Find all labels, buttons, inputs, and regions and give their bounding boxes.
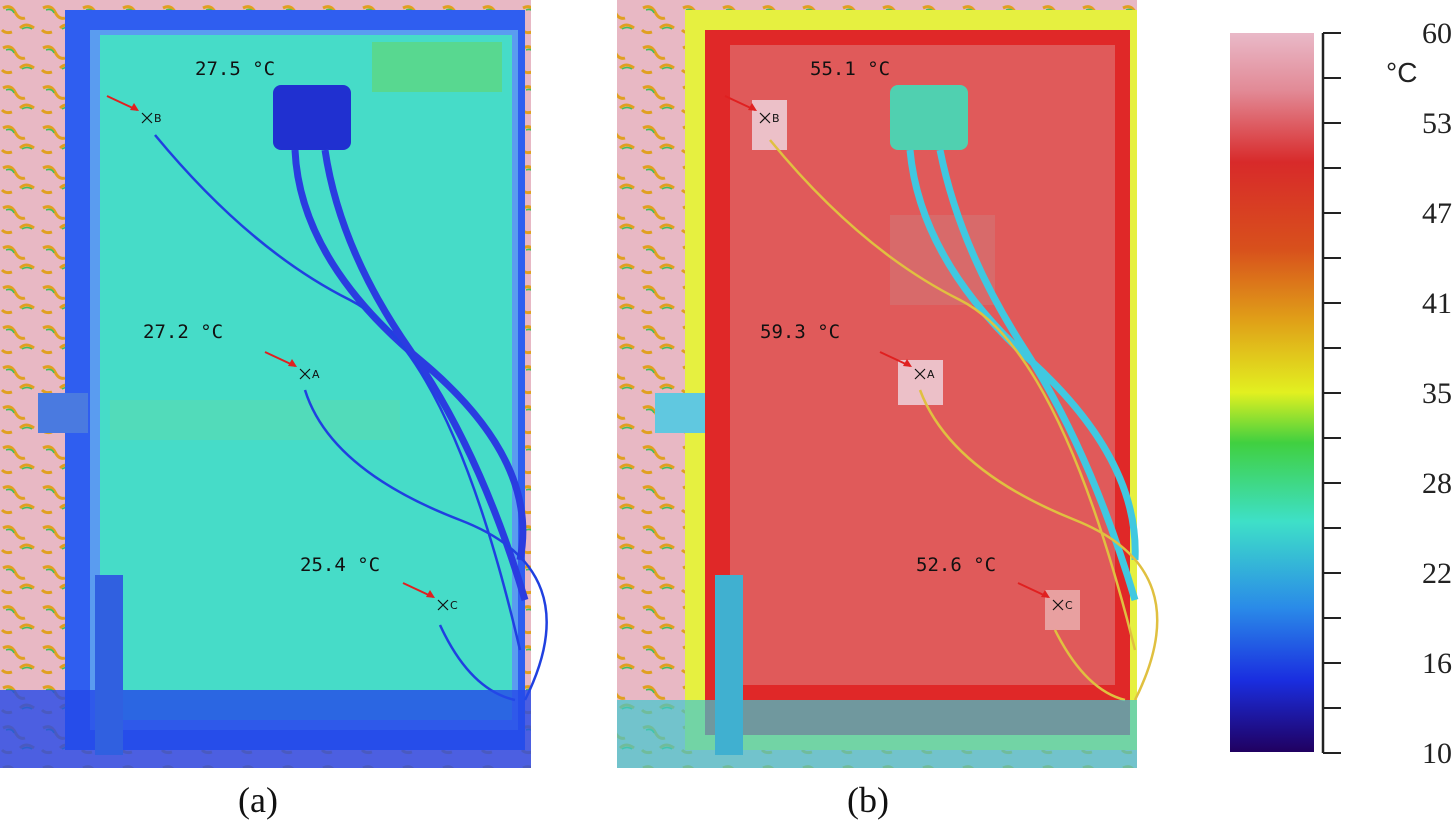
pointer-arrowhead bbox=[130, 103, 139, 111]
crosshair bbox=[759, 112, 771, 124]
temperature-label: 55.1 °C bbox=[810, 58, 890, 80]
point-label: B bbox=[772, 112, 780, 125]
colorbar-tick-label: 28 bbox=[1422, 467, 1452, 500]
crosshair bbox=[1052, 599, 1064, 611]
temperature-label: 25.4 °C bbox=[300, 554, 380, 576]
panel-caption: (a) bbox=[238, 780, 278, 820]
colorbar-tick-label: 47 bbox=[1422, 197, 1452, 230]
temperature-label: 27.5 °C bbox=[195, 58, 275, 80]
pointer-arrowhead bbox=[288, 359, 297, 367]
colorbar-tick-label: 35 bbox=[1422, 377, 1452, 410]
temperature-label: 27.2 °C bbox=[143, 321, 223, 343]
pointer-arrowhead bbox=[903, 359, 912, 367]
crosshair bbox=[914, 368, 926, 380]
point-label: A bbox=[312, 368, 320, 381]
colorbar-tick-label: 16 bbox=[1422, 647, 1452, 680]
point-label: C bbox=[1065, 599, 1073, 612]
colorbar-tick-label: 22 bbox=[1422, 557, 1452, 590]
thermal-image-a bbox=[0, 0, 548, 768]
crosshair bbox=[141, 112, 153, 124]
colorbar-tick-label: 10 bbox=[1422, 737, 1452, 770]
colorbar-tick-label: 41 bbox=[1422, 287, 1452, 320]
pointer-arrowhead bbox=[748, 103, 757, 111]
colorbar-tick-label: 60 bbox=[1422, 17, 1452, 50]
point-label: A bbox=[927, 368, 935, 381]
point-label: C bbox=[450, 599, 458, 612]
colorbar-unit: °C bbox=[1386, 57, 1417, 88]
thermal-image-b bbox=[617, 0, 1159, 768]
panel-caption: (b) bbox=[847, 780, 889, 820]
colorbar-scale bbox=[1230, 33, 1314, 752]
crosshair bbox=[437, 599, 449, 611]
temperature-label: 59.3 °C bbox=[760, 321, 840, 343]
pointer-arrowhead bbox=[426, 590, 435, 598]
crosshair bbox=[299, 368, 311, 380]
pointer-arrowhead bbox=[1041, 590, 1050, 598]
point-label: B bbox=[154, 112, 162, 125]
colorbar-tick-label: 53 bbox=[1422, 107, 1452, 140]
temperature-label: 52.6 °C bbox=[916, 554, 996, 576]
